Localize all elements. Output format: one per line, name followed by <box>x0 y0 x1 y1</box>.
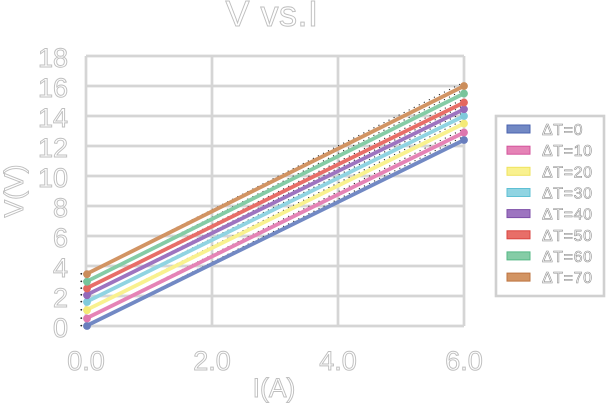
svg-text:16: 16 <box>38 73 68 103</box>
svg-text:ΔT=50: ΔT=50 <box>542 228 593 245</box>
svg-text:6: 6 <box>53 223 68 253</box>
svg-text:0.0: 0.0 <box>67 346 105 376</box>
svg-text:ΔT=10: ΔT=10 <box>542 143 593 160</box>
svg-text:ΔT=30: ΔT=30 <box>542 186 593 203</box>
svg-text:12: 12 <box>38 133 68 163</box>
svg-text:ΔT=0: ΔT=0 <box>542 122 583 139</box>
svg-text:6.0: 6.0 <box>445 346 483 376</box>
svg-text:ΔT=70: ΔT=70 <box>542 270 593 287</box>
svg-text:V(V): V(V) <box>0 165 29 218</box>
svg-text:I(A): I(A) <box>253 373 296 403</box>
svg-text:4: 4 <box>53 253 68 283</box>
svg-text:18: 18 <box>38 43 68 73</box>
svg-text:ΔT=40: ΔT=40 <box>542 207 593 224</box>
svg-text:10: 10 <box>38 163 68 193</box>
svg-text:14: 14 <box>38 103 68 133</box>
svg-text:4.0: 4.0 <box>319 346 357 376</box>
svg-text:2: 2 <box>53 283 68 313</box>
svg-text:ΔT=60: ΔT=60 <box>542 249 593 266</box>
svg-text:ΔT=20: ΔT=20 <box>542 164 593 181</box>
svg-text:V vs.I: V vs.I <box>225 0 318 34</box>
svg-text:0: 0 <box>53 313 68 343</box>
svg-text:2.0: 2.0 <box>193 346 231 376</box>
svg-text:8: 8 <box>53 193 68 223</box>
